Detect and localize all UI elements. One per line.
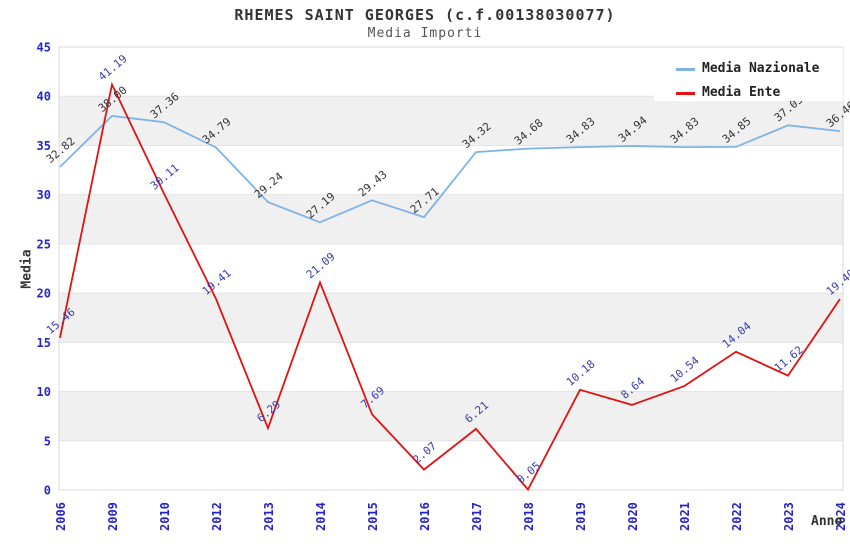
grid-stripe <box>59 194 843 244</box>
plot-border <box>58 46 844 491</box>
x-tick-label: 2024 <box>834 502 848 531</box>
y-tick-label: 35 <box>37 139 51 153</box>
data-label-media-ente: 10.18 <box>564 357 598 388</box>
series-line-media-ente <box>59 81 841 492</box>
data-label-media-ente: 30.11 <box>148 161 182 192</box>
grid-stripe <box>59 96 843 146</box>
data-label-media-ente: 41.19 <box>96 52 130 83</box>
x-tick-label: 2010 <box>158 502 172 531</box>
x-tick-label: 2014 <box>314 502 328 531</box>
y-tick-label: 5 <box>44 434 51 448</box>
legend-label-media-nazionale: Media Nazionale <box>702 61 820 76</box>
x-tick-label: 2015 <box>366 502 380 531</box>
x-tick-label: 2020 <box>626 502 640 531</box>
x-tick-label: 2019 <box>574 502 588 531</box>
data-label-media-ente: 2.07 <box>410 439 439 466</box>
x-tick-label: 2016 <box>418 502 432 531</box>
y-tick-label: 25 <box>37 237 51 251</box>
x-tick-label: 2017 <box>470 502 484 531</box>
y-tick-label: 10 <box>37 385 51 399</box>
y-tick-label: 0 <box>44 484 51 498</box>
chart-title: RHEMES SAINT GEORGES (c.f.00138030077) <box>234 6 616 24</box>
x-tick-label: 2018 <box>522 502 536 531</box>
x-tick-label: 2012 <box>210 502 224 531</box>
x-tick-label: 2022 <box>730 502 744 531</box>
x-tick-label: 2021 <box>678 502 692 531</box>
legend-swatch-media-ente <box>676 92 695 95</box>
grid-stripe <box>59 391 843 441</box>
legend: Media Nazionale Media Ente <box>654 48 843 101</box>
chart-subtitle: Media Importi <box>367 26 483 41</box>
y-axis-title: Media <box>19 249 35 289</box>
data-label-media-ente: 0.05 <box>514 459 543 486</box>
x-tick-label: 2023 <box>782 502 796 531</box>
x-tick-label: 2006 <box>54 502 68 531</box>
data-label-media-ente: 11.62 <box>772 343 806 374</box>
x-tick-label: 2009 <box>106 502 120 531</box>
x-axis-title: Anno <box>811 514 843 529</box>
y-tick-label: 45 <box>37 41 51 55</box>
y-tick-label: 15 <box>37 336 51 350</box>
x-tick-label: 2013 <box>262 502 276 531</box>
legend-label-media-ente: Media Ente <box>702 85 781 100</box>
data-label-media-ente: 10.54 <box>668 354 702 385</box>
legend-item-media-ente: Media Ente <box>654 84 843 102</box>
legend-swatch-media-nazionale <box>676 68 695 71</box>
grid-stripe <box>59 293 843 343</box>
data-label-media-ente: 19.40 <box>824 267 850 298</box>
legend-item-media-nazionale: Media Nazionale <box>654 60 843 78</box>
y-tick-label: 30 <box>37 188 51 202</box>
y-tick-label: 20 <box>37 287 51 301</box>
data-label-media-ente: 21.09 <box>304 250 338 281</box>
y-tick-label: 40 <box>37 90 51 104</box>
series-line-media-nazionale <box>59 114 841 224</box>
